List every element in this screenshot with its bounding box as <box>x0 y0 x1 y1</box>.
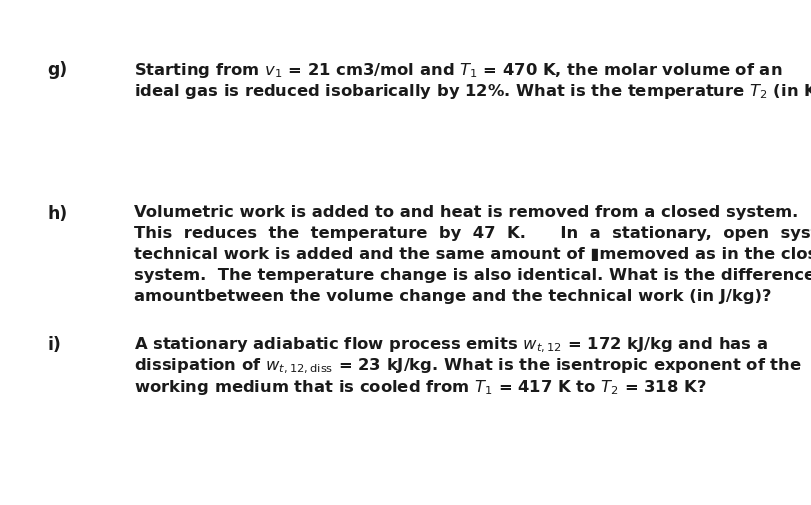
Text: working medium that is cooled from $T_1$ = 417 K to $T_2$ = 318 K?: working medium that is cooled from $T_1$… <box>134 378 706 397</box>
Text: h): h) <box>47 205 67 223</box>
Text: system.  The temperature change is also identical. What is the difference in: system. The temperature change is also i… <box>134 268 811 283</box>
Text: This  reduces  the  temperature  by  47  K.      In  a  stationary,  open  syste: This reduces the temperature by 47 K. In… <box>134 226 811 241</box>
Text: Starting from $v_1$ = 21 cm3/mol and $T_1$ = 470 K, the molar volume of an: Starting from $v_1$ = 21 cm3/mol and $T_… <box>134 61 782 80</box>
Text: Volumetric work is added to and heat is removed from a closed system.: Volumetric work is added to and heat is … <box>134 205 798 220</box>
Text: dissipation of $w_{t,12,\mathrm{diss}}$ = 23 kJ/kg. What is the isentropic expon: dissipation of $w_{t,12,\mathrm{diss}}$ … <box>134 357 801 376</box>
Text: technical work is added and the same amount of ▮memoved as in the closed: technical work is added and the same amo… <box>134 247 811 262</box>
Text: i): i) <box>47 336 61 354</box>
Text: g): g) <box>47 61 67 79</box>
Text: A stationary adiabatic flow process emits $w_{t,12}$ = 172 kJ/kg and has a: A stationary adiabatic flow process emit… <box>134 336 768 355</box>
Text: ideal gas is reduced isobarically by 12%. What is the temperature $T_2$ (in K)?: ideal gas is reduced isobarically by 12%… <box>134 82 811 101</box>
Text: amountbetween the volume change and the technical work (in J/kg)?: amountbetween the volume change and the … <box>134 289 771 305</box>
